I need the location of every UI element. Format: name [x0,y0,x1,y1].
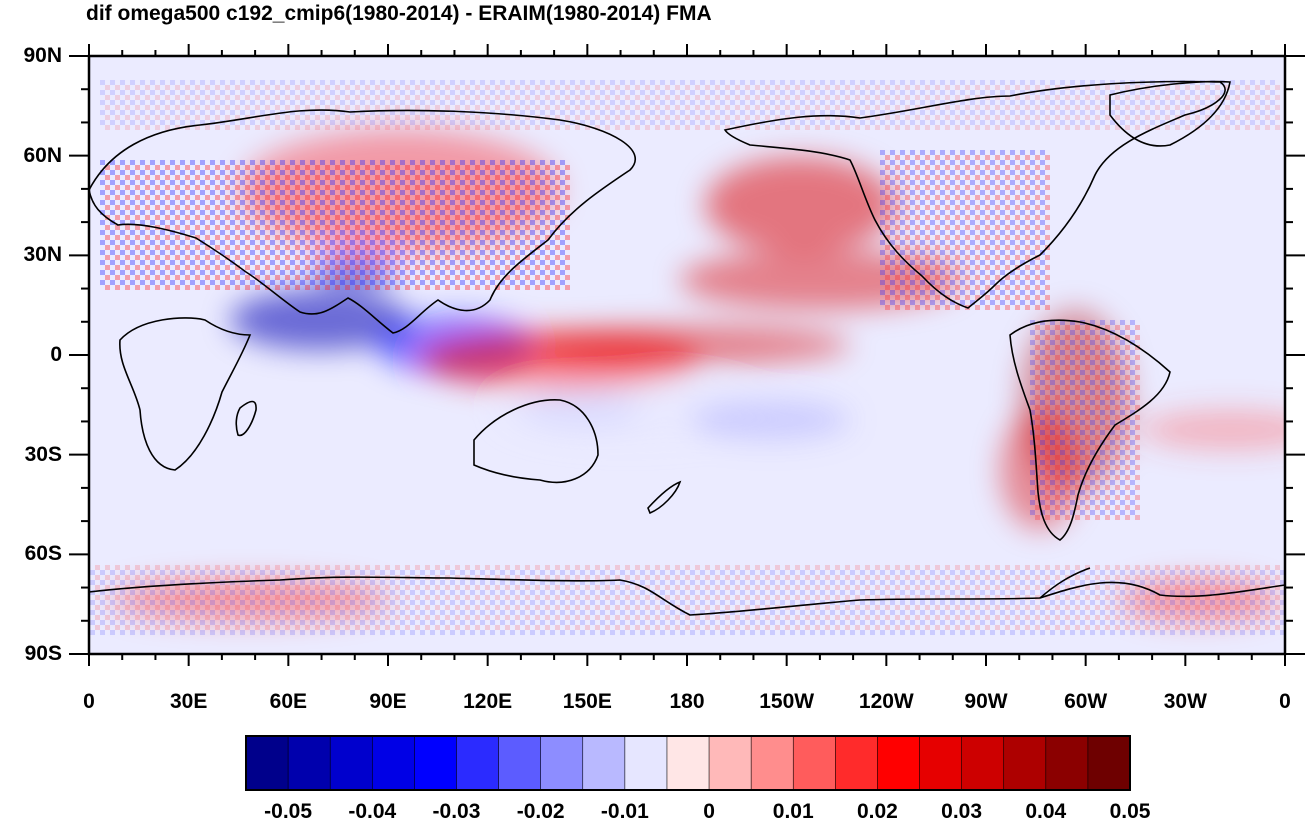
colorbar-swatch [624,735,668,791]
lon-tick-label: 90E [369,690,407,713]
coast-south-america [1009,319,1171,541]
coast-eurasia [89,109,637,334]
lat-tick-label: 90N [23,44,62,67]
lon-tick-label: 60W [1064,690,1108,713]
colorbar-tick-label: -0.04 [348,800,397,823]
lat-tick-label: 30N [23,243,62,267]
colorbar-tick-label: -0.02 [516,800,565,823]
colorbar-swatch [708,735,752,791]
colorbar-swatch [245,735,289,791]
colorbar-swatch [666,735,710,791]
colorbar-swatch [582,735,626,791]
coast-new-zealand [647,480,682,515]
field-anomaly [690,400,850,440]
lon-tick-label: 30E [169,690,208,713]
colorbar-tick-label: 0.03 [941,800,983,823]
colorbar-tick-label: 0.05 [1109,800,1151,823]
colorbar-swatch [456,735,500,791]
lon-tick-label: 30W [1163,690,1207,713]
colorbar-tick-label: 0.02 [856,800,898,823]
colorbar-swatch [919,735,963,791]
colorbar-tick-label: -0.03 [432,800,481,823]
lon-tick-label: 0 [83,690,95,713]
colorbar-tick-label: 0.04 [1025,800,1067,823]
colorbar-swatch [498,735,542,791]
colorbar-tick-label: 0.01 [772,800,814,823]
lat-tick-label: 60N [23,143,62,167]
omega-field [89,56,1285,654]
colorbar-swatch [540,735,584,791]
lat-tick-label: 60S [24,542,62,566]
field-anomaly [1140,410,1285,450]
colorbar-swatch [414,735,458,791]
coast-africa [119,317,252,471]
colorbar-swatch [877,735,921,791]
colorbar [245,735,1131,791]
lat-tick-label: 0 [50,343,62,366]
colorbar-tick-label: -0.05 [264,800,313,823]
coast-north-america [723,80,1226,309]
lon-tick-label: 90W [964,690,1008,713]
lat-tick-label: 30S [24,442,62,466]
coast-greenland [1109,80,1231,147]
lat-tick-label: 90S [24,642,62,665]
field-anomaly [705,157,895,253]
colorbar-swatch [1087,735,1131,791]
coast-antarctic-peninsula [1039,567,1091,599]
lon-tick-label: 0 [1279,690,1291,713]
colorbar-swatch [750,735,795,791]
colorbar-swatch [329,735,374,791]
map-title: dif omega500 c192_cmip6(1980-2014) - ERA… [86,2,712,25]
lon-tick-label: 120E [463,690,513,713]
coast-antarctica [89,576,1285,616]
coast-madagascar [235,400,257,437]
lon-tick-label: 150W [759,690,815,713]
coast-australia [473,399,599,484]
field-anomaly [230,290,410,350]
lon-tick-label: 180 [669,690,705,713]
lon-tick-label: 150E [562,690,612,713]
colorbar-swatch [792,735,837,791]
colorbar-swatch [961,735,1005,791]
colorbar-frame [245,735,1131,791]
colorbar-tick-label: 0 [703,800,715,823]
coastlines [89,80,1285,616]
colorbar-swatch [1045,735,1089,791]
lon-tick-label: 120W [858,690,914,713]
field-anomaly [530,325,850,365]
colorbar-swatch [287,735,331,791]
colorbar-swatch [835,735,879,791]
colorbar-swatch [1003,735,1047,791]
colorbar-swatch [371,735,416,791]
colorbar-tick-label: -0.01 [600,800,649,823]
lon-tick-label: 60E [269,690,308,713]
